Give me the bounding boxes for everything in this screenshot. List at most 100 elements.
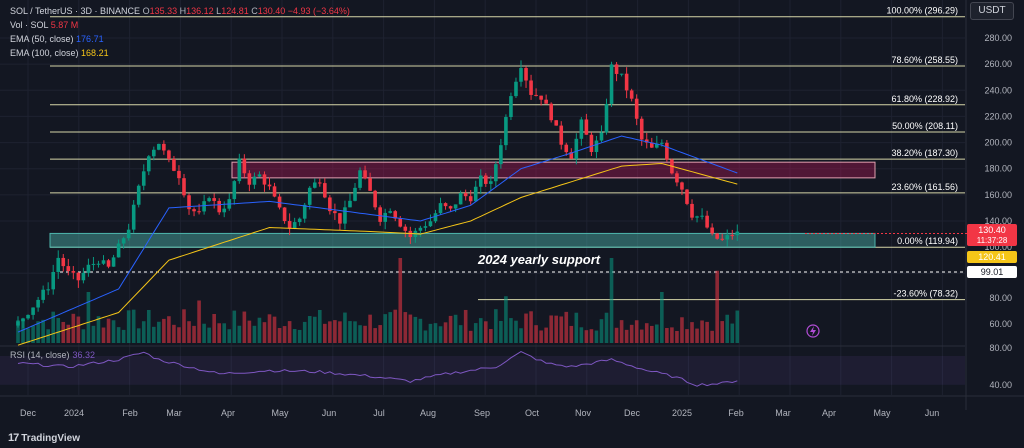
candle-body <box>242 158 247 174</box>
volume-bar <box>418 318 423 343</box>
candle-body <box>177 170 181 179</box>
volume-bar <box>51 311 56 343</box>
volume-bar <box>202 323 206 343</box>
candle-body <box>383 212 387 222</box>
fib-label: 100.00% (296.29) <box>886 6 958 16</box>
volume-bar <box>695 328 699 343</box>
price-axis-label: 60.00 <box>989 319 1012 329</box>
volume-bars <box>16 258 740 343</box>
rsi-axis-label: 40.00 <box>989 380 1012 390</box>
price-axis-label: 280.00 <box>984 33 1012 43</box>
volume-bar <box>639 329 644 343</box>
volume-bar <box>443 322 448 343</box>
volume-bar <box>172 324 176 343</box>
candle-body <box>333 211 337 214</box>
candle-body <box>478 175 483 187</box>
volume-bar <box>41 319 45 343</box>
volume-bar <box>604 312 609 343</box>
price-marker-label: 130.40 <box>978 225 1006 235</box>
rsi-band <box>0 356 965 385</box>
volume-bar <box>700 320 704 343</box>
candle-body <box>162 143 166 151</box>
candle-body <box>131 204 136 230</box>
volume-bar <box>146 309 151 343</box>
candle-body <box>106 260 111 267</box>
volume-bar <box>483 321 488 343</box>
candle-body <box>393 211 398 219</box>
candle-body <box>720 238 724 240</box>
candle-body <box>252 176 257 185</box>
rsi-pane: 80.00 40.00 <box>0 343 1012 390</box>
volume-bar <box>494 309 498 343</box>
volume-bar <box>76 316 81 343</box>
candle-body <box>584 119 589 135</box>
volume-bar <box>363 325 367 343</box>
candle-body <box>695 216 699 218</box>
volume-bar <box>252 325 257 343</box>
volume-bar <box>398 258 403 343</box>
volume-bar <box>478 318 483 343</box>
volume-bar <box>574 312 579 343</box>
volume-bar <box>589 329 594 343</box>
tradingview-name: TradingView <box>21 432 80 444</box>
volume-bar <box>131 309 136 343</box>
time-axis-label: Apr <box>822 408 836 418</box>
rsi-legend[interactable]: RSI (14, close) 36.32 <box>10 350 95 360</box>
volume-bar <box>624 329 629 343</box>
candle-body <box>81 272 86 281</box>
ema100-label: EMA (100, close) <box>10 48 79 58</box>
candle-body <box>599 132 604 141</box>
candle-body <box>418 227 423 231</box>
currency-button[interactable]: USDT <box>970 2 1014 20</box>
candle-body <box>574 138 579 159</box>
volume-bar <box>649 325 654 343</box>
candle-body <box>388 211 393 213</box>
fib-label: 0.00% (119.94) <box>897 236 958 246</box>
time-axis-label: Mar <box>166 408 182 418</box>
volume-bar <box>197 300 201 343</box>
price-marker-box <box>967 251 1017 263</box>
volume-bar <box>192 325 196 343</box>
volume-bar <box>126 310 131 343</box>
volume-bar <box>670 327 674 343</box>
candle-body <box>307 187 312 205</box>
candle-body <box>312 182 317 188</box>
candle-body <box>272 186 277 197</box>
candle-body <box>675 173 679 183</box>
candle-body <box>16 321 20 326</box>
candle-body <box>463 193 468 197</box>
volume-bar <box>348 321 352 343</box>
price-axis[interactable]: 280.00 260.00 240.00 220.00 200.00 180.00 160.… <box>965 0 1012 410</box>
volume-bar <box>227 329 232 343</box>
volume-bar <box>81 329 86 343</box>
volume-bar <box>634 320 639 343</box>
fib-label: 38.20% (187.30) <box>891 148 958 158</box>
candle-body <box>71 271 76 273</box>
legend-ema100-row[interactable]: EMA (100, close) 168.21 <box>10 46 350 60</box>
candle-body <box>21 318 25 322</box>
time-axis-label: Dec <box>624 408 641 418</box>
price-axis-label: 100.00 <box>984 242 1012 252</box>
open-label: O <box>142 6 150 16</box>
legend-volume-row[interactable]: Vol · SOL 5.87 M <box>10 18 350 32</box>
time-axis-label: Mar <box>775 408 791 418</box>
tradingview-logo[interactable]: 17 TradingView <box>8 432 80 444</box>
price-marker-box <box>967 224 1017 246</box>
volume-bar <box>262 322 267 343</box>
legend-ema50-row[interactable]: EMA (50, close) 176.71 <box>10 32 350 46</box>
time-axis[interactable]: Dec 2024 Feb Mar Apr May Jun Jul Aug Sep Oct Nov Dec… <box>0 395 1024 418</box>
candle-body <box>639 118 644 140</box>
fib-label: -23.60% (78.32) <box>893 289 958 299</box>
candle-body <box>41 289 45 300</box>
price-axis-label: 240.00 <box>984 85 1012 95</box>
candle-body <box>398 218 403 227</box>
volume-bar <box>353 321 357 343</box>
candle-body <box>569 152 574 159</box>
time-axis-label: Nov <box>575 408 592 418</box>
candle-body <box>348 200 352 208</box>
symbol-label[interactable]: SOL / TetherUS · 3D · BINANCE <box>10 6 141 16</box>
volume-bar <box>725 314 730 343</box>
volume-bar <box>242 311 247 343</box>
candles <box>16 60 740 329</box>
